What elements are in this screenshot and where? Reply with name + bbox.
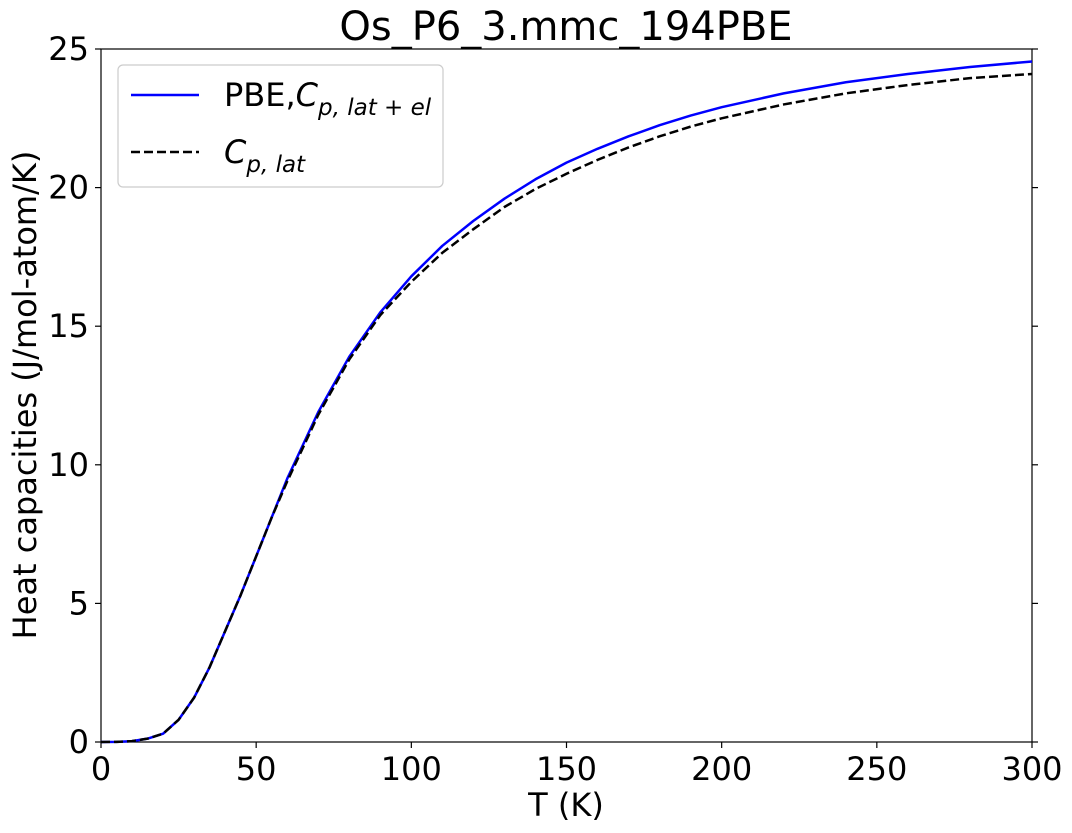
legend-subscript: p, lat + el: [317, 95, 432, 121]
series-line-lattice: [100, 72, 1033, 744]
series-layer: [100, 60, 1033, 744]
x-tick-label: 150: [536, 750, 597, 788]
legend-prefix: PBE,: [224, 76, 296, 114]
x-axis-label: T (K): [527, 786, 604, 824]
y-tick-label: 15: [48, 307, 89, 345]
legend-box: [117, 64, 444, 188]
x-axis-ticks: 0 50 100 150 200 250 300: [91, 742, 1063, 788]
y-tick-label: 10: [48, 446, 89, 484]
x-tick-label: 100: [381, 750, 442, 788]
chart-title: Os_P6_3.mmc_194PBE: [339, 4, 792, 50]
x-tick-label: 200: [691, 750, 752, 788]
legend-label-lattice: Cp, lat: [224, 133, 306, 178]
y-tick-label: 0: [69, 723, 89, 761]
y-tick-label: 5: [69, 584, 89, 622]
legend-symbol: C: [224, 133, 247, 171]
x-tick-label: 250: [846, 750, 907, 788]
y-tick-label: 25: [48, 30, 89, 68]
x-tick-label: 50: [236, 750, 277, 788]
x-tick-label: 300: [1001, 750, 1062, 788]
legend-subscript: p, lat: [245, 152, 306, 178]
legend-symbol: C: [296, 76, 319, 114]
y-axis-label: Heat capacities (J/mol-atom/K): [6, 151, 44, 640]
y-axis-ticks: 0 5 10 15 20 25: [48, 30, 1038, 761]
legend: PBE,Cp, lat + el Cp, lat: [117, 64, 444, 188]
y-tick-label: 20: [48, 169, 89, 207]
legend-label-pbe: PBE,Cp, lat + el: [224, 76, 432, 121]
x-tick-label: 0: [91, 750, 111, 788]
